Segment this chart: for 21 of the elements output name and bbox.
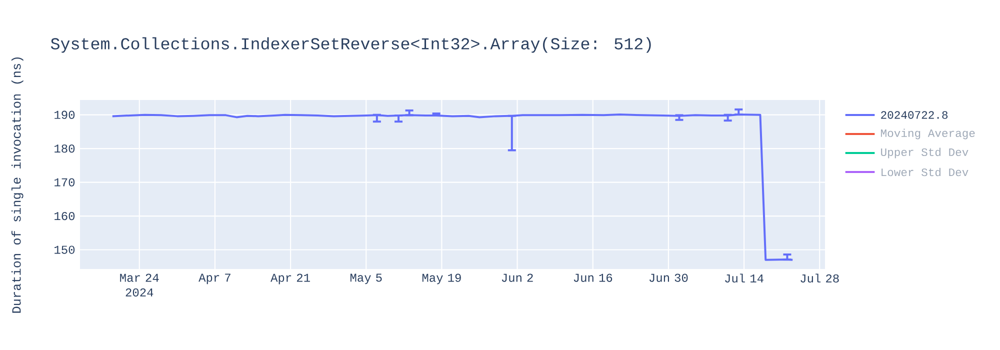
x-tick-label: Jun 16 [574,274,612,282]
y-tick-label: 180 [54,144,75,153]
chart-title: System.Collections.IndexerSetReverse<Int32>.Array(Size: 512) [50,37,651,53]
x-tick-label: May 5 [350,274,382,284]
legend-label: Upper Std Dev [881,148,968,158]
y-tick-label: 150 [54,246,75,254]
x-tick-label: Mar 24 2024 [120,274,159,297]
legend-label: Lower Std Dev [882,168,968,176]
y-axis-title: Duration of single invocation (ns) [11,57,24,313]
y-tick-label: 170 [54,178,75,186]
x-tick-label: Jul 14 [725,274,764,283]
y-tick-label: 160 [54,212,75,220]
x-tick-label: Apr 7 [198,274,230,284]
x-tick-label: Jun 2 [502,274,533,282]
x-tick-label: Jul 28 [800,274,839,283]
legend-label: Moving Average [880,128,975,140]
y-tick-label: 190 [54,110,75,119]
legend-label: 20240722.8 [881,111,948,119]
x-tick-label: May 19 [422,274,461,284]
x-tick-label: Apr 21 [270,274,310,284]
x-tick-label: Jun 30 [649,274,688,282]
